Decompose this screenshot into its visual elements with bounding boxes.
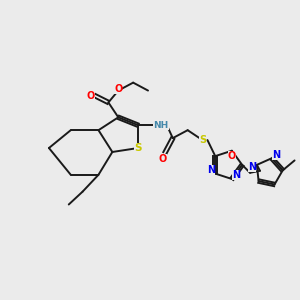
Text: N: N (272, 150, 280, 160)
Text: S: S (199, 135, 206, 145)
Text: N: N (207, 165, 215, 175)
Text: N: N (232, 170, 240, 180)
Text: N: N (248, 162, 256, 172)
Text: O: O (228, 151, 236, 161)
Text: NH: NH (153, 121, 169, 130)
Text: O: O (159, 154, 167, 164)
Text: S: S (134, 143, 142, 153)
Text: O: O (86, 91, 95, 100)
Text: O: O (114, 84, 122, 94)
